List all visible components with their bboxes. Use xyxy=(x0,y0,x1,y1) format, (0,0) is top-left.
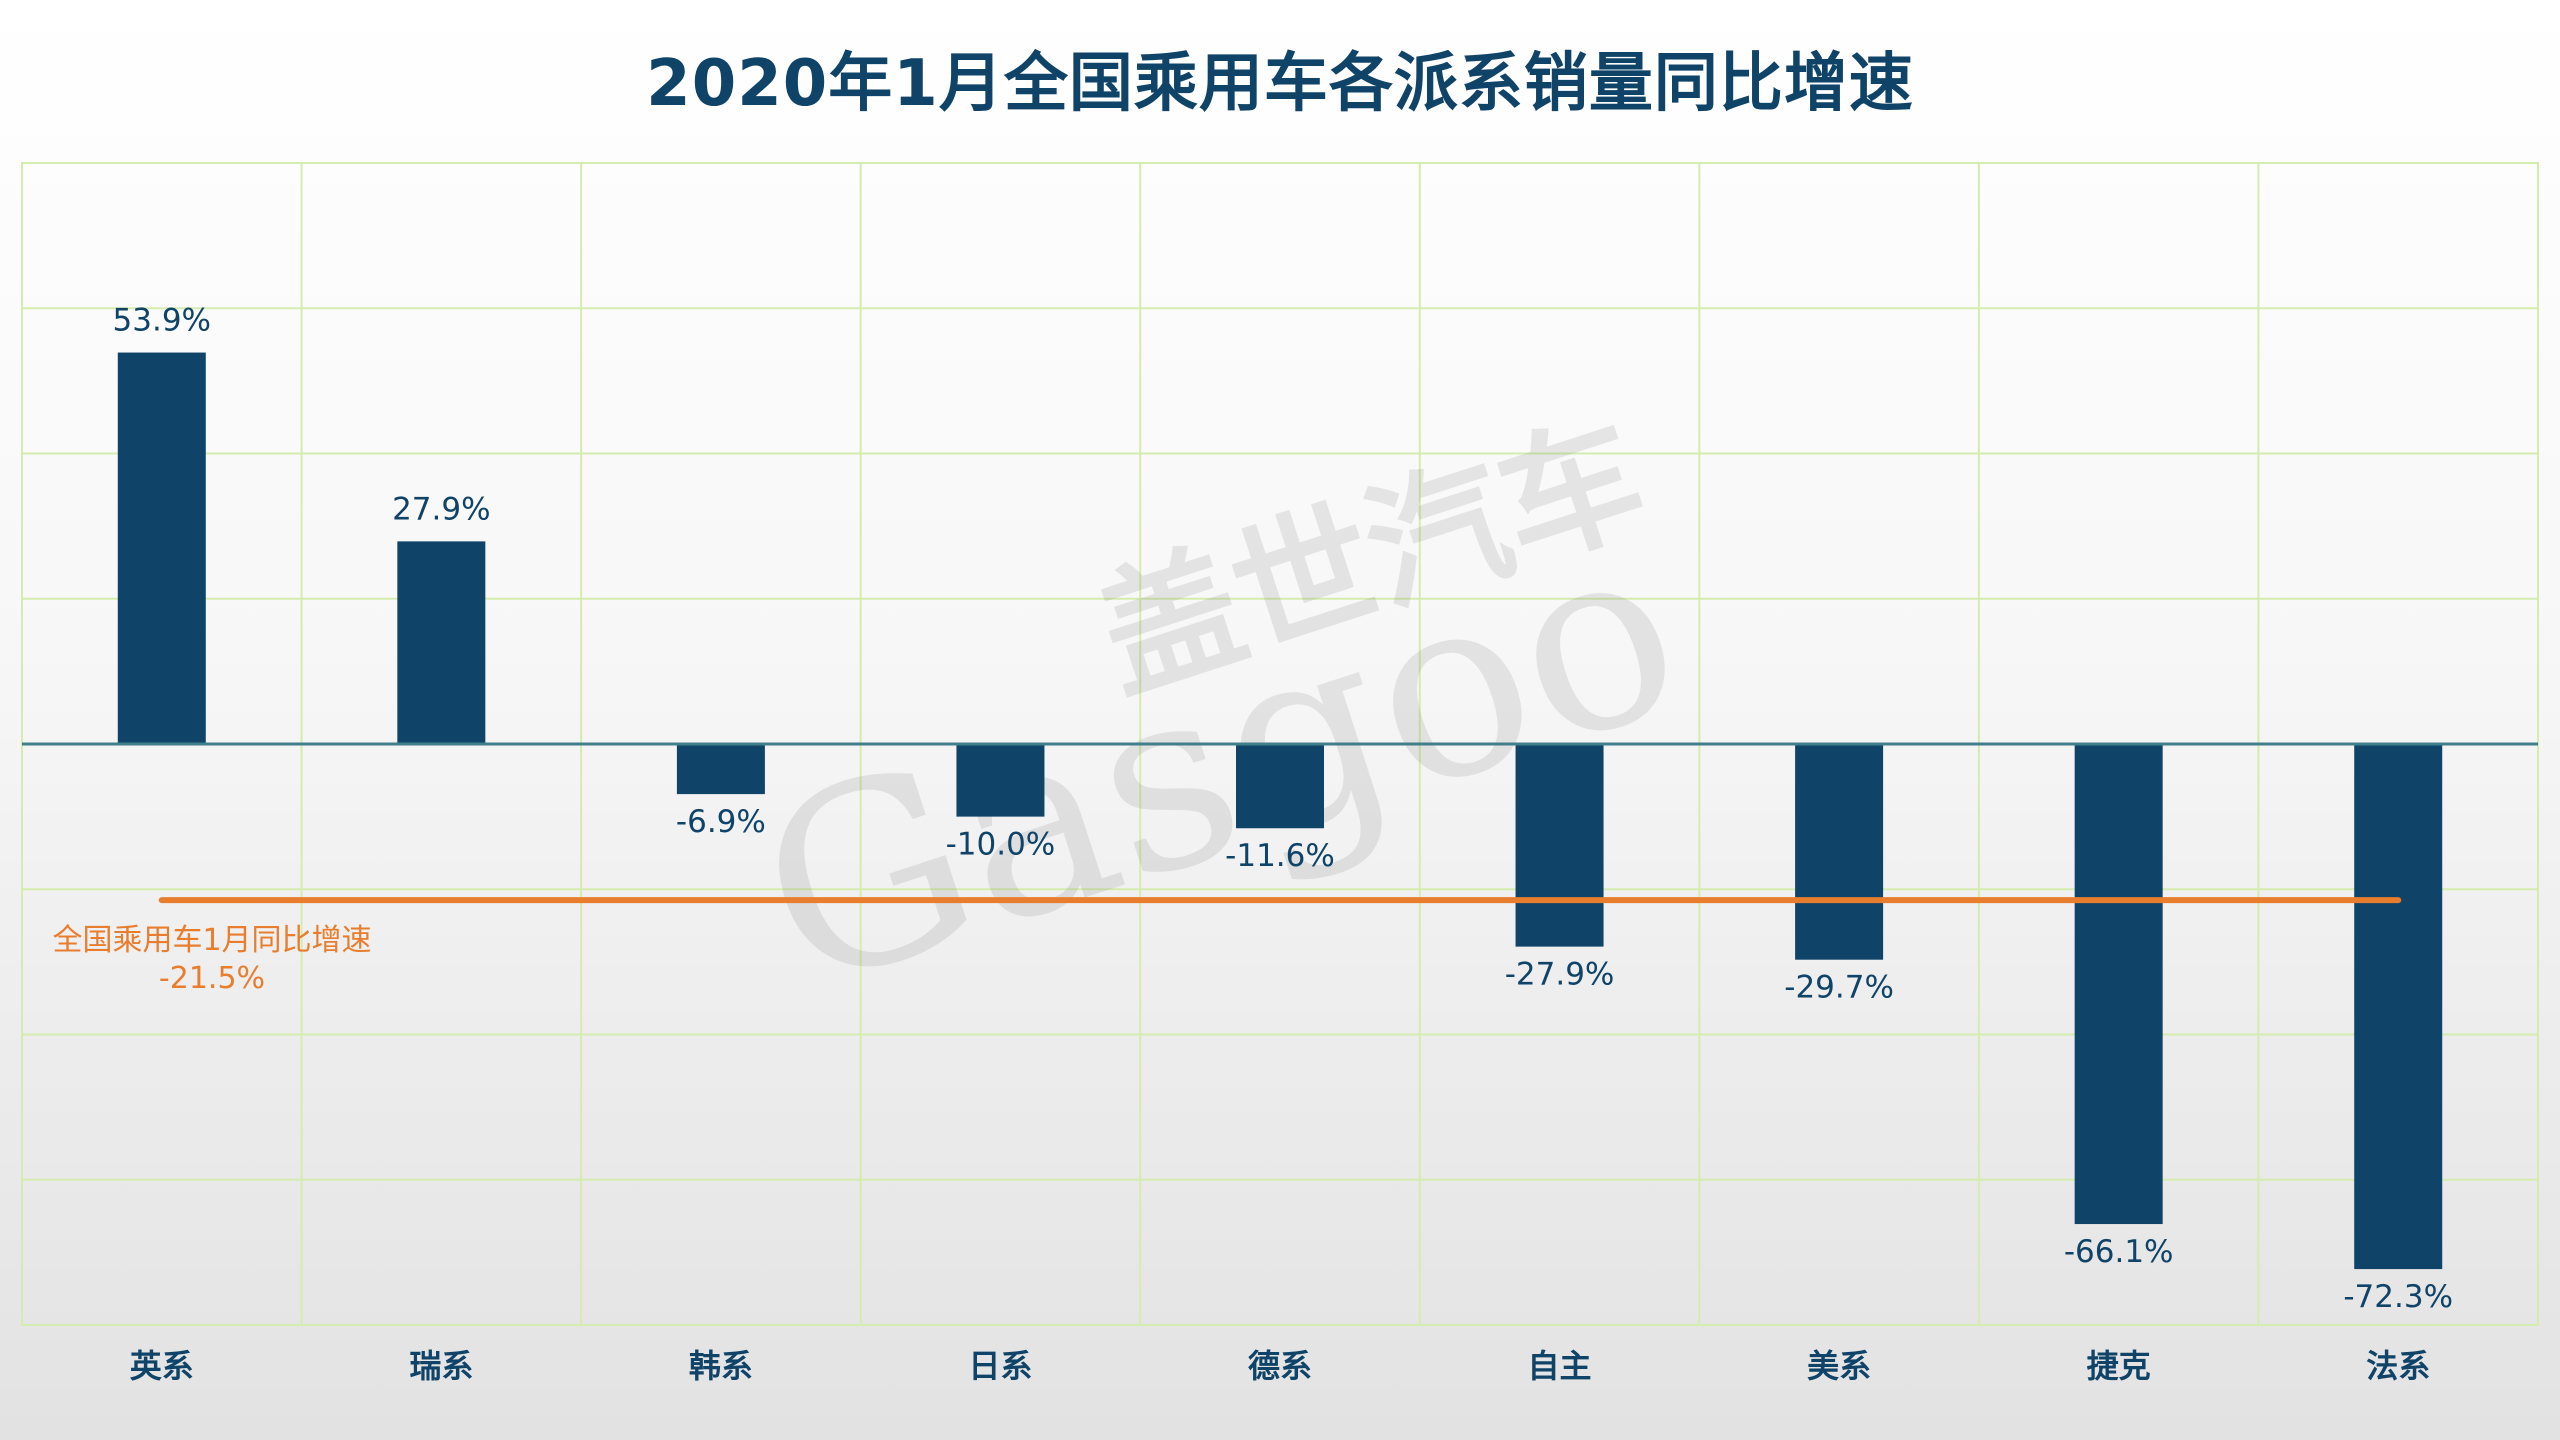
bar xyxy=(676,744,765,795)
data-label: -72.3% xyxy=(2343,1279,2453,1315)
bar xyxy=(1236,744,1324,829)
grid xyxy=(21,162,2539,1326)
bar xyxy=(2074,744,2163,1225)
x-tick-label: 瑞系 xyxy=(409,1347,473,1385)
watermark: 盖世汽车 Gasgoo xyxy=(728,394,1710,1046)
data-label: -11.6% xyxy=(1225,838,1335,874)
x-tick-label: 美系 xyxy=(1807,1347,1871,1385)
bar xyxy=(2354,744,2443,1270)
bars xyxy=(117,352,2443,1270)
data-label: 53.9% xyxy=(113,303,211,339)
x-tick-label: 捷克 xyxy=(2087,1347,2151,1385)
bar xyxy=(117,352,206,744)
data-label: -10.0% xyxy=(946,827,1056,863)
data-label: -6.9% xyxy=(676,804,766,840)
x-tick-labels: 英系 瑞系 韩系 日系 德系 自主 美系 捷克 法系 xyxy=(130,1347,2430,1385)
bar xyxy=(397,541,486,744)
reference-label: 全国乘用车1月同比增速 xyxy=(52,923,371,958)
data-label: -29.7% xyxy=(1784,970,1894,1006)
reference-line-group: 全国乘用车1月同比增速 -21.5% xyxy=(52,897,2402,996)
x-tick-label: 韩系 xyxy=(689,1347,753,1385)
reference-value-label: -21.5% xyxy=(159,961,265,996)
data-label: -27.9% xyxy=(1505,957,1615,993)
data-label: -66.1% xyxy=(2064,1234,2174,1270)
x-tick-label: 德系 xyxy=(1248,1347,1312,1385)
bar xyxy=(1515,744,1604,947)
data-label: 27.9% xyxy=(392,491,490,527)
x-tick-label: 法系 xyxy=(2366,1347,2430,1385)
bar xyxy=(1795,744,1884,960)
x-tick-label: 日系 xyxy=(968,1347,1032,1385)
chart-title: 2020年1月全国乘用车各派系销量同比增速 xyxy=(646,47,1914,121)
bar xyxy=(956,744,1045,817)
data-labels: 53.9% 27.9% -6.9% -10.0% -11.6% -27.9% -29.7% -… xyxy=(113,303,2454,1316)
x-tick-label: 英系 xyxy=(130,1347,194,1385)
x-tick-label: 自主 xyxy=(1528,1347,1592,1385)
